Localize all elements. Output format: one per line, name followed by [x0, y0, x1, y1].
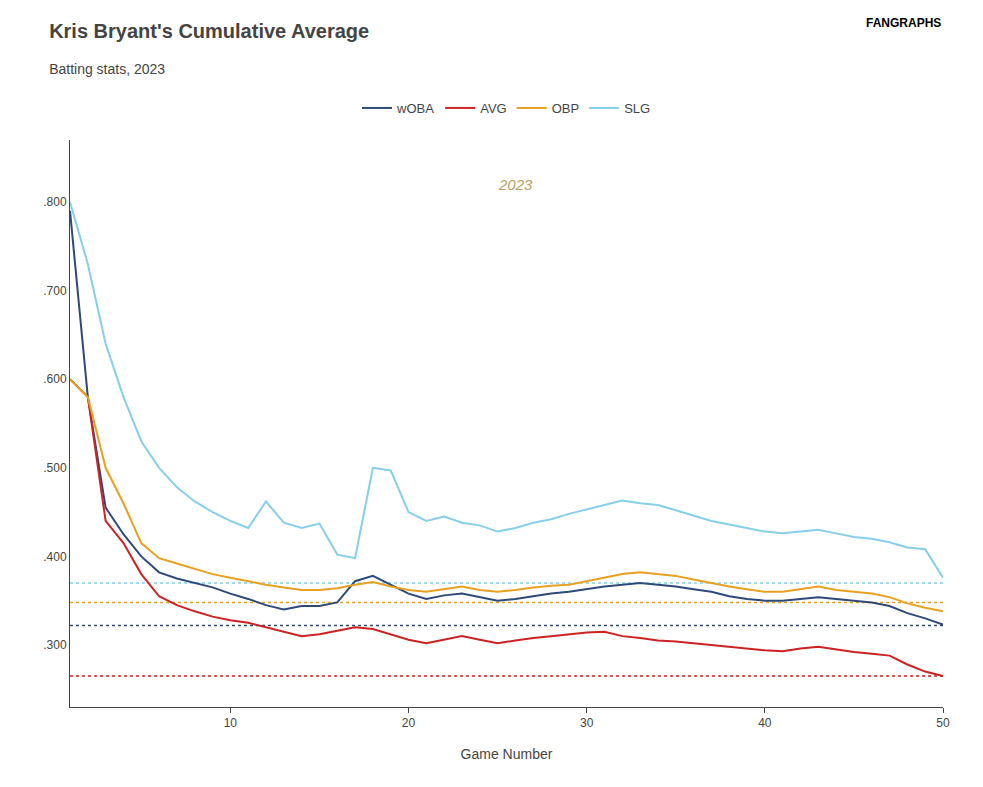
svg-text:.600: .600 [43, 372, 67, 386]
svg-text:30: 30 [580, 716, 594, 730]
svg-text:50: 50 [936, 716, 950, 730]
svg-text:.500: .500 [43, 461, 67, 475]
svg-text:.300: .300 [43, 638, 67, 652]
svg-text:SLG: SLG [624, 101, 650, 116]
svg-text:2023: 2023 [498, 176, 533, 193]
svg-text:20: 20 [402, 716, 416, 730]
svg-text:wOBA: wOBA [396, 101, 434, 116]
svg-text:.400: .400 [43, 550, 67, 564]
svg-text:40: 40 [758, 716, 772, 730]
svg-text:.700: .700 [43, 284, 67, 298]
svg-text:FANGRAPHS: FANGRAPHS [866, 16, 941, 30]
svg-text:.800: .800 [43, 195, 67, 209]
svg-text:AVG: AVG [480, 101, 507, 116]
svg-text:Kris Bryant's Cumulative Avera: Kris Bryant's Cumulative Average [49, 20, 369, 42]
svg-text:OBP: OBP [552, 101, 579, 116]
svg-text:Batting stats, 2023: Batting stats, 2023 [49, 61, 165, 77]
svg-text:10: 10 [224, 716, 238, 730]
svg-text:Game Number: Game Number [461, 746, 553, 762]
